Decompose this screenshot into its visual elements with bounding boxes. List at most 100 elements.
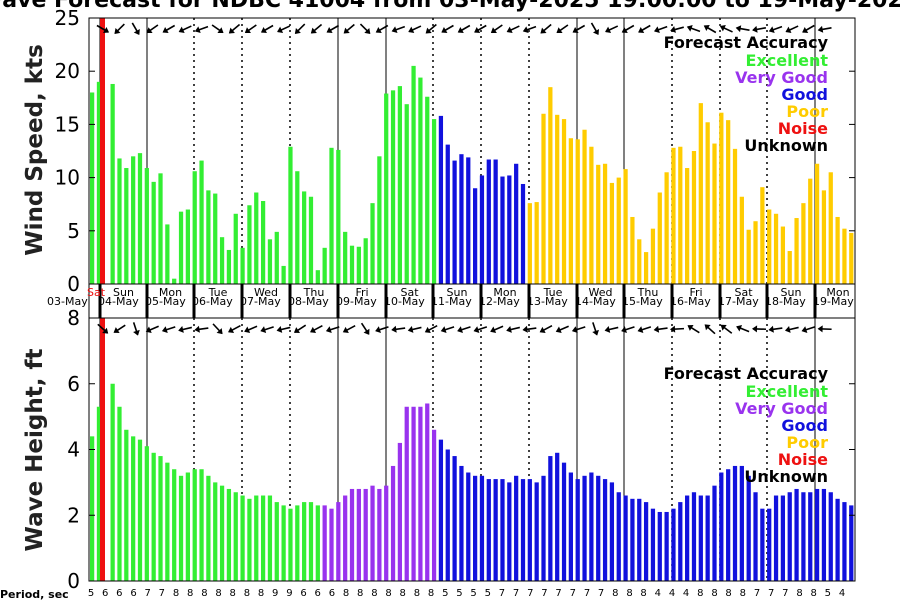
wind-bar [363, 238, 368, 284]
wind-bar [835, 216, 840, 284]
wave-bar [849, 505, 854, 581]
y-tick-label: 0 [67, 272, 80, 296]
wind-bar [336, 149, 341, 284]
period-value: 8 [187, 588, 193, 599]
wind-direction-arrow [802, 24, 815, 34]
wave-bar [479, 475, 485, 581]
period-value: 8 [697, 588, 703, 599]
day-label: Fri [689, 286, 702, 299]
wave-bar [787, 492, 792, 581]
wave-bar [96, 406, 102, 581]
period-value: 4 [683, 588, 689, 599]
wind-bar [425, 96, 430, 285]
wind-bar [548, 87, 553, 284]
period-value: 9 [286, 588, 292, 599]
wind-direction-arrow [637, 326, 652, 333]
wind-direction-arrow [817, 325, 832, 333]
wave-bar [520, 479, 526, 581]
wind-direction-arrow [294, 23, 306, 34]
day-label: Sun [447, 286, 468, 299]
date-label: 16-May [670, 295, 711, 308]
wave-bar [425, 403, 430, 581]
wind-direction-arrow [670, 26, 684, 33]
wind-bar [384, 93, 389, 284]
legend-item: Poor [786, 102, 828, 121]
date-label: 14-May [575, 295, 616, 308]
period-value: 8 [357, 588, 363, 599]
wind-direction-arrow [801, 326, 816, 333]
wind-direction-arrow [506, 326, 521, 333]
legend-item: Unknown [744, 467, 828, 486]
wind-bar [213, 193, 218, 284]
wind-bar [507, 175, 512, 284]
period-value: 8 [173, 588, 179, 599]
wind-bar [657, 192, 662, 284]
period-value: 8 [215, 588, 221, 599]
wind-direction-arrow [768, 25, 783, 33]
current-time-marker [100, 18, 105, 284]
wind-bar [685, 168, 690, 284]
period-value: 8 [414, 588, 420, 599]
wind-bar [397, 86, 403, 284]
wind-bar [411, 65, 416, 284]
wave-bar [233, 492, 238, 581]
wave-bar [124, 429, 129, 581]
wave-bar [760, 508, 765, 581]
wind-bar [650, 228, 656, 284]
date-label: 07-May [240, 295, 281, 308]
legend-item: Excellent [746, 382, 829, 401]
wind-bar [226, 249, 232, 284]
date-label: 18-May [765, 295, 806, 308]
wind-bar [732, 148, 738, 284]
wave-bar [548, 456, 553, 581]
y-tick-label: 2 [67, 503, 80, 527]
wave-bar [514, 475, 519, 581]
period-value: 6 [116, 588, 122, 599]
day-label: Sat [400, 286, 419, 299]
wind-bar [295, 171, 300, 284]
wind-bar [555, 114, 560, 284]
wind-direction-arrow [146, 24, 159, 34]
wind-bar [794, 218, 799, 284]
wave-bar [192, 469, 197, 581]
wind-bar [719, 112, 724, 284]
wind-bar [643, 252, 649, 284]
wind-direction-arrow [425, 23, 437, 34]
wave-bar [828, 492, 833, 581]
wind-bar [486, 159, 491, 284]
wave-bar [589, 472, 594, 581]
date-divider [98, 284, 102, 318]
wave-bar [746, 475, 751, 581]
period-value: 4 [839, 588, 845, 599]
wind-direction-arrow [621, 24, 635, 34]
wave-bar [206, 475, 211, 581]
wind-bar [780, 226, 786, 284]
wave-bar [418, 406, 423, 581]
y-tick-label: 8 [67, 306, 80, 330]
wind-direction-arrow [277, 25, 291, 34]
wind-direction-arrow [359, 23, 371, 34]
wave-bar [329, 508, 334, 581]
wind-direction-arrow [441, 24, 454, 34]
wind-bar [281, 265, 286, 284]
wind-bar [568, 138, 573, 284]
wind-direction-arrow [343, 23, 355, 34]
wave-bar [794, 488, 799, 581]
period-value: 8 [725, 588, 731, 599]
wave-bar [726, 469, 731, 581]
wind-direction-arrow [326, 24, 340, 34]
wind-direction-arrow [212, 323, 223, 335]
period-value: 8 [201, 588, 207, 599]
wind-direction-arrow [260, 24, 274, 34]
wind-direction-arrow [506, 25, 520, 34]
day-label: Sat [87, 286, 106, 299]
wave-bar [390, 465, 396, 581]
wind-bar [178, 211, 184, 284]
wave-bar [117, 406, 122, 581]
wind-bar [787, 251, 792, 284]
wind-direction-arrow [638, 24, 651, 34]
period-value: 7 [145, 588, 151, 599]
wind-bar [247, 205, 252, 284]
date-label: 05-May [145, 295, 186, 308]
wave-bar [650, 508, 656, 581]
